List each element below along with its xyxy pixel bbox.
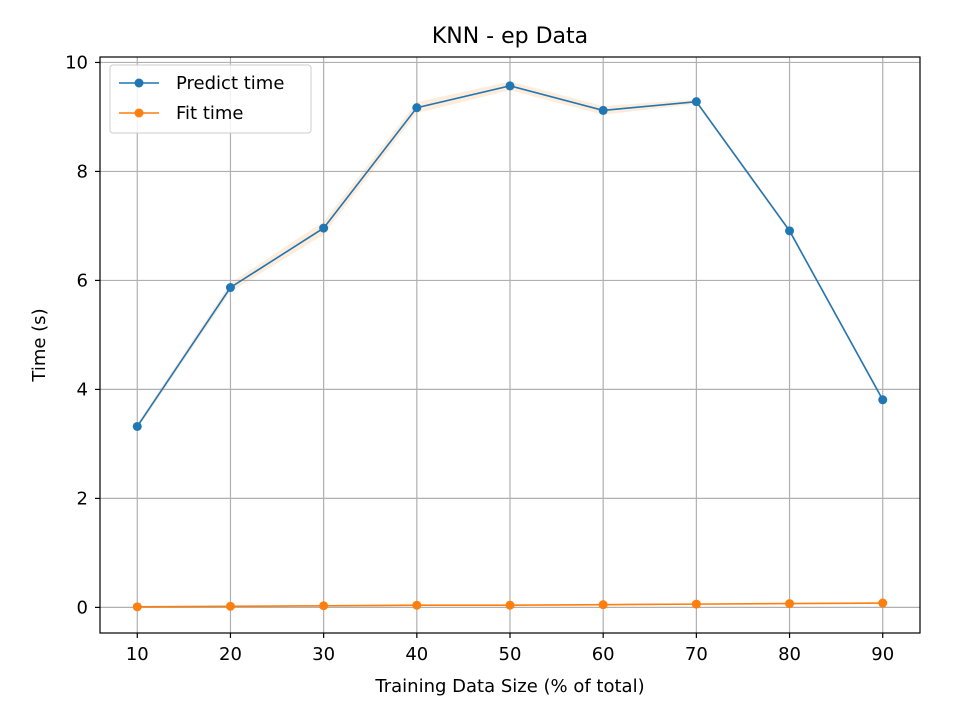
fit-time-point	[598, 600, 608, 610]
predict-time-point	[785, 226, 795, 236]
predict-time-point	[878, 395, 888, 405]
chart-title: KNN - ep Data	[432, 24, 588, 49]
y-tick-label: 6	[77, 270, 88, 291]
y-tick-label: 10	[65, 52, 88, 73]
predict-time-point	[412, 103, 422, 113]
x-tick-label: 10	[126, 644, 149, 665]
x-tick-label: 90	[871, 644, 894, 665]
predict-time-legend-marker	[134, 78, 144, 88]
y-axis-ticks: 0 2 4 6 8 10	[65, 52, 100, 618]
legend: Predict time Fit time	[109, 64, 312, 134]
x-tick-label: 40	[405, 644, 428, 665]
y-tick-label: 4	[77, 379, 88, 400]
predict-time-point	[132, 421, 142, 431]
fit-time-point	[785, 599, 795, 609]
fit-time-point	[691, 599, 701, 609]
predict-time-point	[691, 97, 701, 107]
x-tick-label: 70	[685, 644, 708, 665]
predict-time-point	[598, 105, 608, 115]
fit-time-legend-marker	[134, 108, 144, 118]
x-tick-label: 20	[219, 644, 242, 665]
x-axis-label: Training Data Size (% of total)	[374, 676, 644, 697]
series-layer	[132, 81, 888, 612]
y-axis-label: Time (s)	[29, 308, 50, 382]
fit-time-legend-label: Fit time	[176, 103, 244, 124]
x-tick-label: 80	[778, 644, 801, 665]
fit-time-point	[225, 601, 235, 611]
legend-box	[109, 64, 312, 134]
x-tick-label: 50	[499, 644, 522, 665]
x-tick-label: 30	[312, 644, 335, 665]
x-tick-label: 60	[592, 644, 615, 665]
y-tick-label: 8	[77, 161, 88, 182]
fit-time-point	[319, 601, 329, 611]
predict-time-band	[137, 81, 883, 430]
fit-time-point	[412, 600, 422, 610]
fit-time-point	[132, 602, 142, 612]
predict-time-legend-label: Predict time	[176, 73, 284, 94]
fit-time-point	[878, 598, 888, 608]
predict-time-point	[505, 81, 515, 91]
fit-time-point	[505, 600, 515, 610]
predict-time-point	[225, 283, 235, 293]
x-axis-ticks: 10 20 30 40 50 60 70 80 90	[126, 633, 894, 665]
y-tick-label: 0	[77, 597, 88, 618]
predict-time-point	[319, 223, 329, 233]
y-tick-label: 2	[77, 488, 88, 509]
